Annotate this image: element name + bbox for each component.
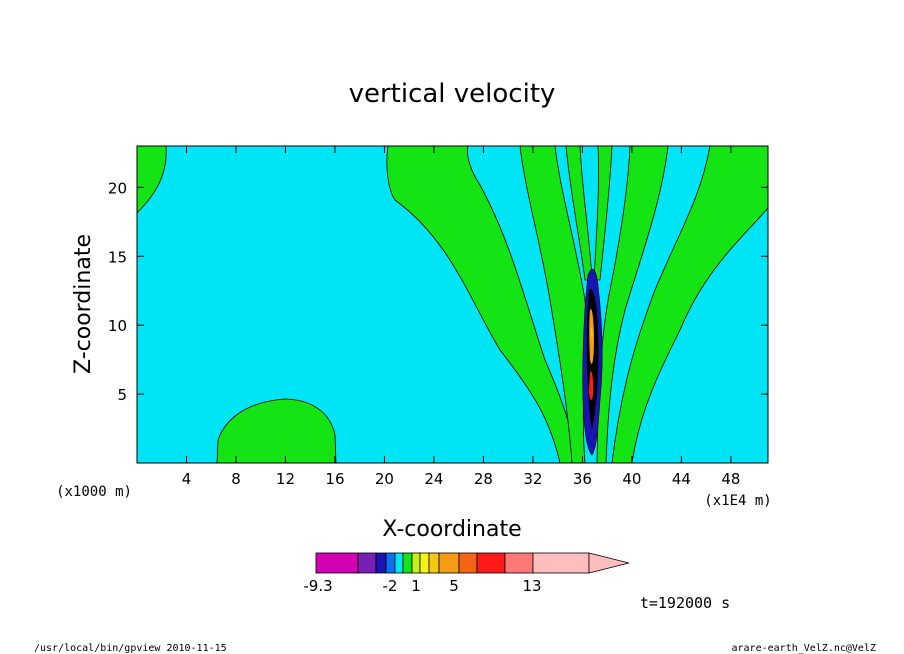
colorbar-segment <box>428 552 440 574</box>
colorbar-tick-label: 5 <box>449 577 459 595</box>
y-tick-label: 10 <box>108 317 127 335</box>
colorbar-segment <box>504 552 534 574</box>
colorbar-segment <box>532 552 590 574</box>
contour-region-topleft <box>137 146 167 214</box>
contour-region-hill <box>216 398 337 463</box>
plot-frame <box>136 145 769 464</box>
contour-region-finger-1 <box>519 146 587 463</box>
time-label: t=192000 s <box>640 594 730 612</box>
colorbar-tick-label: 1 <box>411 577 421 595</box>
colorbar <box>315 552 630 574</box>
y-tick-label: 15 <box>108 248 127 266</box>
x-axis-label: X-coordinate <box>382 517 521 542</box>
x-tick-label: 4 <box>182 470 192 488</box>
colorbar-segment <box>394 552 404 574</box>
chart-title: vertical velocity <box>349 79 556 109</box>
x-tick-label: 40 <box>622 470 641 488</box>
colorbar-arrow <box>588 552 630 574</box>
x-tick-label: 44 <box>672 470 691 488</box>
x-tick-label: 16 <box>325 470 344 488</box>
colorbar-segment <box>476 552 506 574</box>
footer-left: /usr/local/bin/gpview 2010-11-15 <box>34 643 227 654</box>
colorbar-segment <box>458 552 478 574</box>
colorbar-segment <box>402 552 413 574</box>
contour-region-finger-4 <box>593 146 613 281</box>
x-tick-label: 28 <box>474 470 493 488</box>
contour-field <box>137 146 768 463</box>
colorbar-tick-label: -2 <box>383 577 398 595</box>
y-tick-label: 20 <box>108 179 127 197</box>
x-tick-label: 48 <box>721 470 740 488</box>
colorbar-ticks: -9.3 -2 1 5 13 <box>303 577 541 595</box>
footer-right: arare-earth_VelZ.nc@VelZ <box>732 643 877 654</box>
colorbar-tick-label: -9.3 <box>303 577 332 595</box>
colorbar-tick-label: 13 <box>522 577 541 595</box>
x-axis: 4 8 12 16 20 24 28 32 36 40 44 48 <box>182 146 740 488</box>
x-tick-label: 8 <box>231 470 241 488</box>
x-tick-label: 12 <box>276 470 295 488</box>
colorbar-segment <box>411 552 421 574</box>
x-tick-label: 24 <box>424 470 443 488</box>
y-tick-label: 5 <box>117 386 127 404</box>
colorbar-segment <box>315 552 359 574</box>
x-tick-label: 20 <box>375 470 394 488</box>
x-tick-label: 36 <box>573 470 592 488</box>
updraft-core <box>582 268 603 456</box>
x-tick-label: 32 <box>523 470 542 488</box>
contour-region-finger-2 <box>596 146 669 463</box>
x-unit-label: (x1E4 m) <box>704 493 771 509</box>
y-axis: 5 10 15 20 <box>108 179 768 404</box>
colorbar-segment <box>419 552 430 574</box>
z-unit-label: (x1000 m) <box>56 484 132 500</box>
colorbar-segment <box>438 552 460 574</box>
colorbar-segment <box>357 552 377 574</box>
colorbar-segment <box>375 552 387 574</box>
colorbar-segment <box>385 552 396 574</box>
y-axis-label: Z-coordinate <box>71 234 96 374</box>
